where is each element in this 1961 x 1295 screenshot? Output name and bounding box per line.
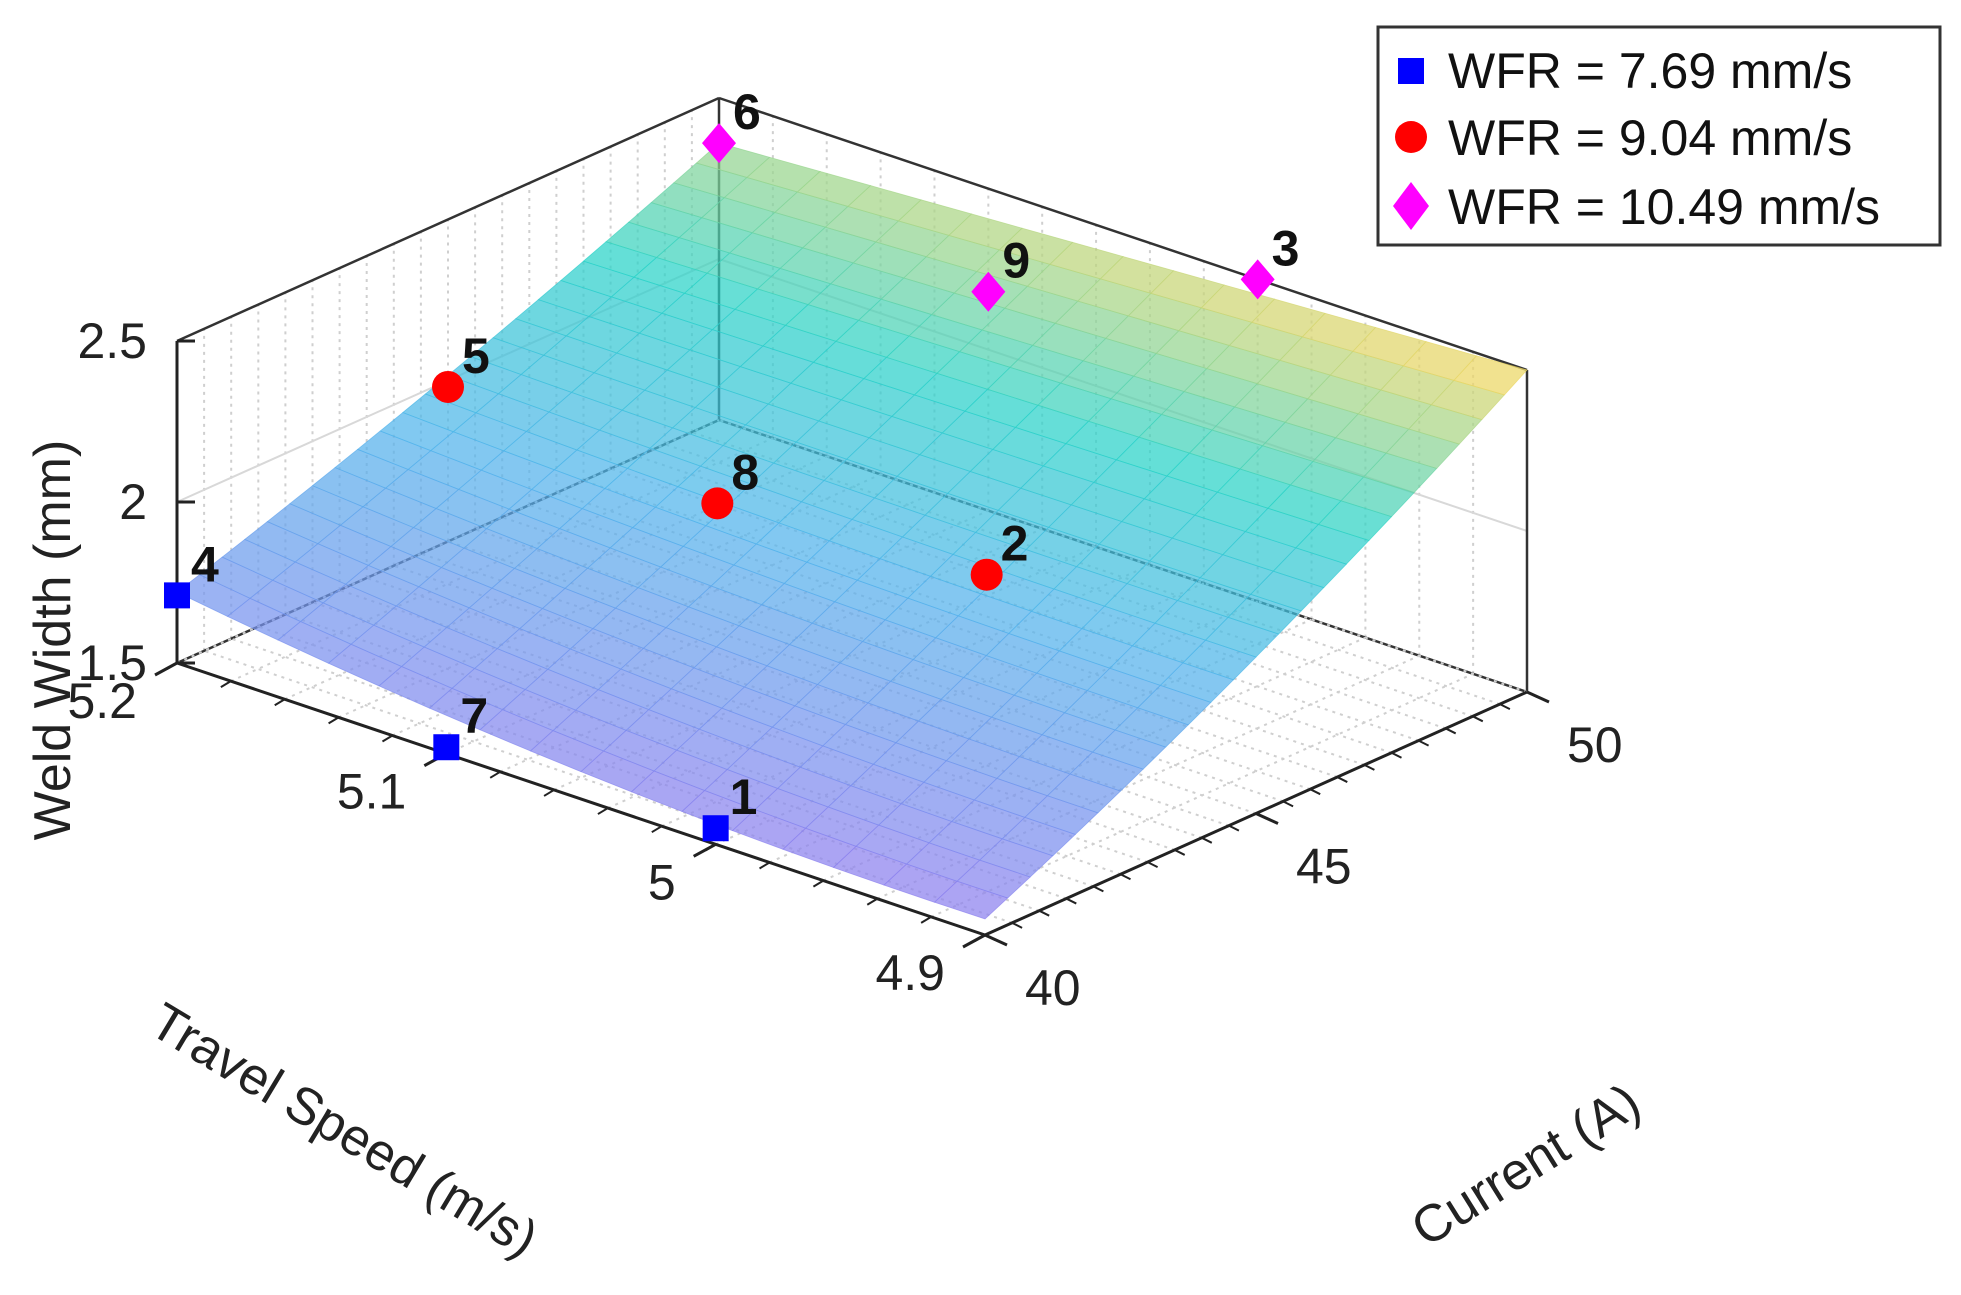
x-minor-tick [1120,873,1131,881]
point-marker-4 [164,582,190,609]
x-minor-tick [1391,751,1402,759]
y-minor-tick [920,916,932,924]
data-points: 1 2 3 4 5 6 7 8 9 [164,84,1300,842]
point-marker-2 [970,558,1003,591]
point-label-6: 6 [733,84,761,140]
x-minor-tick [1147,861,1159,868]
x-minor-tick [1499,703,1511,711]
fitted-surface [176,142,1528,920]
x-minor-tick [1418,739,1430,747]
point-label-5: 5 [462,328,490,384]
y-minor-tick [974,934,986,942]
x-minor-tick [1174,849,1186,856]
y-tick-label: 5.2 [67,673,137,729]
legend-diamond-marker [1393,182,1429,230]
y-minor-tick [812,879,824,888]
legend-label-7-69: WFR = 7.69 mm/s [1448,43,1852,99]
x-minor-tick [1309,788,1321,796]
point-marker-5 [432,370,464,403]
x-minor-tick [984,934,996,941]
x-minor-tick [1445,727,1457,735]
point-marker-3 [1240,259,1275,300]
x-minor-tick [1336,776,1348,783]
y-minor-tick [274,698,286,707]
x-minor-tick [1363,764,1375,771]
z-axis-title: Weld Width (mm) [24,440,82,841]
y-minor-tick [866,897,878,906]
point-marker-9 [971,271,1006,312]
x-minor-tick [1092,885,1104,893]
x-minor-tick [1526,691,1538,698]
legend-square-marker [1398,58,1424,84]
legend-box [1376,25,1942,247]
x-minor-tick [1228,824,1240,832]
z-tick-label: 2 [119,474,147,530]
point-label-1: 1 [730,769,758,825]
y-minor-tick [489,770,501,779]
x-minor-tick [1472,715,1484,723]
axes-box-edge [718,96,1528,372]
legend-label-10-49: WFR = 10.49 mm/s [1448,179,1880,235]
z-tick-label: 2.5 [77,313,147,369]
x-minor-tick [1255,812,1267,820]
point-label-8: 8 [731,444,759,500]
x-axis-title: Current (A) [1402,1073,1651,1258]
point-label-2: 2 [1001,516,1029,572]
z-tick-label: 1.5 [77,635,147,691]
y-minor-tick [597,807,609,815]
legend: WFR = 7.69 mm/s WFR = 9.04 mm/s WFR = 10… [1376,25,1942,247]
x-minor-tick [1038,909,1050,917]
y-minor-tick [705,843,717,852]
floor-gridline-x [203,649,1013,924]
y-minor-tick [651,825,663,834]
legend-label-9-04: WFR = 9.04 mm/s [1448,110,1852,166]
y-axis-title: Travel Speed (m/s) [140,992,547,1268]
point-marker-8 [701,487,734,520]
point-label-4: 4 [191,536,219,592]
y-minor-tick [759,861,771,870]
y-minor-tick [543,789,555,797]
y-tick-label: 5 [648,854,676,910]
y-minor-tick [220,680,232,688]
x-minor-tick [1201,836,1213,844]
x-tick-label: 50 [1567,717,1623,773]
axes-box-edge [176,96,720,343]
point-label-9: 9 [1002,233,1030,289]
y-minor-tick [328,716,340,725]
x-minor-tick [1282,800,1294,808]
y-tick-label: 5.1 [337,764,407,820]
x-minor-tick [1011,921,1023,929]
x-tick-label: 40 [1025,960,1081,1016]
x-tick-label: 45 [1296,839,1352,895]
point-label-7: 7 [460,688,488,744]
y-tick-label: 4.9 [875,945,945,1001]
legend-circle-marker [1395,121,1427,153]
axes-box-edge [176,661,986,937]
point-marker-1 [702,815,729,842]
y-minor-tick [381,734,393,743]
x-minor-tick [1065,897,1077,905]
y-minor-tick [166,662,178,670]
point-marker-6 [702,123,736,164]
point-marker-7 [433,734,460,761]
point-label-3: 3 [1272,220,1300,276]
